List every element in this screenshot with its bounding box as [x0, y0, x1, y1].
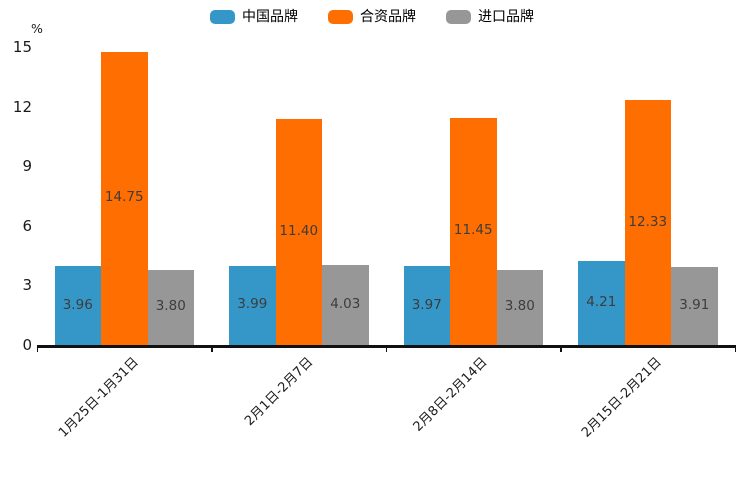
bar-series2-group1[interactable] — [101, 51, 148, 345]
bar-series1-group1[interactable] — [54, 266, 101, 345]
bar-series1-group2[interactable] — [229, 265, 276, 345]
bar-value-label: 3.80 — [504, 298, 535, 315]
bar-value-label: 3.80 — [155, 298, 186, 315]
bar-value-label: 3.91 — [679, 297, 710, 314]
bar-value-label: 12.33 — [628, 213, 668, 230]
legend-label: 进口品牌 — [478, 9, 534, 25]
bar-series3-group2[interactable] — [322, 264, 369, 345]
bar-series1-group4[interactable] — [578, 261, 625, 345]
legend-item-1[interactable]: 中国品牌 — [210, 10, 298, 24]
x-axis-category-label: 2月15日-2月21日 — [579, 354, 666, 441]
bar-value-label: 3.99 — [237, 296, 268, 313]
bar-series3-group1[interactable] — [147, 269, 194, 345]
bar-series2-group3[interactable] — [450, 117, 497, 345]
legend-item-3[interactable]: 进口品牌 — [446, 10, 534, 24]
legend-swatch-icon — [328, 10, 353, 24]
bar-value-label: 14.75 — [104, 189, 144, 206]
x-axis-category-label: 2月8日-2月14日 — [410, 354, 491, 435]
bar-series2-group4[interactable] — [624, 100, 671, 345]
y-axis-tick-label: 15 — [12, 38, 32, 56]
bar-value-label: 3.97 — [411, 296, 442, 313]
x-axis-category-label: 2月1日-2月7日 — [242, 354, 317, 429]
bar-series1-group3[interactable] — [403, 266, 450, 345]
bar-value-label: 11.40 — [279, 222, 319, 239]
legend-swatch-icon — [446, 10, 471, 24]
legend-label: 合资品牌 — [360, 9, 416, 25]
legend-swatch-icon — [210, 10, 235, 24]
bar-value-label: 4.21 — [586, 294, 617, 311]
legend-label: 中国品牌 — [242, 9, 298, 25]
x-axis-tick-mark — [734, 345, 736, 352]
y-axis-tick-label: 6 — [22, 216, 32, 235]
y-axis-tick-label: 9 — [22, 157, 32, 176]
y-axis-tick-label: 12 — [12, 97, 32, 116]
bar-value-label: 3.96 — [62, 296, 93, 313]
y-axis-unit-label: % — [31, 21, 43, 36]
x-axis-tick-mark — [560, 345, 562, 352]
legend-item-2[interactable]: 合资品牌 — [328, 10, 416, 24]
y-axis-tick-label: 0 — [22, 336, 32, 354]
x-axis-category-label: 1月25日-1月31日 — [55, 354, 142, 441]
bar-series2-group2[interactable] — [275, 118, 322, 345]
x-axis-tick-mark — [385, 345, 387, 352]
bar-value-label: 11.45 — [453, 222, 493, 239]
x-axis-tick-mark — [211, 345, 213, 352]
y-axis-tick-label: 3 — [22, 276, 32, 295]
bar-series3-group3[interactable] — [496, 269, 543, 345]
bar-value-label: 4.03 — [330, 295, 361, 312]
bar-series3-group4[interactable] — [671, 267, 718, 345]
x-axis-tick-mark — [36, 345, 38, 352]
chart-legend: 中国品牌 合资品牌 进口品牌 — [0, 10, 744, 24]
